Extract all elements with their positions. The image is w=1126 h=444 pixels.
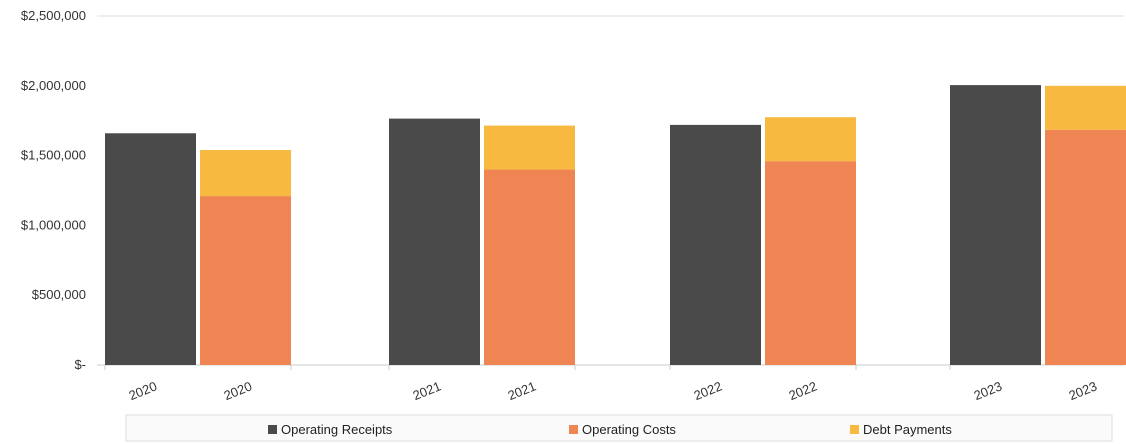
legend-swatch — [569, 425, 578, 434]
bar-operating-costs — [484, 169, 575, 365]
bar-operating-receipts — [389, 118, 480, 365]
bar-debt-payments — [200, 150, 291, 197]
legend: Operating Receipts Operating Costs Debt Pa… — [125, 414, 1113, 442]
x-tick-label: 2020 — [127, 378, 159, 403]
legend-swatch — [268, 425, 277, 434]
x-tick-label: 2020 — [222, 378, 254, 403]
x-tick-label: 2022 — [787, 378, 819, 403]
y-tick-label: $1,000,000 — [21, 217, 86, 232]
bar-operating-costs — [200, 196, 291, 365]
legend-label: Operating Receipts — [281, 422, 393, 437]
y-axis: $2,500,000 $2,000,000 $1,500,000 $1,000,000… — [21, 8, 1124, 372]
x-axis: 2020 2020 2021 2021 2022 2022 2023 2023 — [97, 364, 1124, 403]
y-tick-label: $- — [74, 357, 86, 372]
x-tick-label: 2021 — [411, 378, 443, 403]
x-tick-label: 2022 — [692, 378, 724, 403]
x-tick-label: 2021 — [506, 378, 538, 403]
x-tick-label: 2023 — [1067, 378, 1099, 403]
bar-operating-receipts — [105, 133, 196, 365]
bar-debt-payments — [1045, 85, 1126, 130]
y-tick-label: $500,000 — [32, 287, 86, 302]
legend-label: Operating Costs — [582, 422, 676, 437]
y-tick-label: $1,500,000 — [21, 148, 86, 163]
bar-operating-receipts — [670, 124, 761, 365]
legend-label: Debt Payments — [863, 422, 952, 437]
legend-swatch — [850, 425, 859, 434]
bar-operating-receipts — [950, 85, 1041, 366]
bar-debt-payments — [765, 117, 856, 162]
bar-debt-payments — [484, 125, 575, 170]
y-tick-label: $2,000,000 — [21, 78, 86, 93]
x-tick-label: 2023 — [972, 378, 1004, 403]
y-tick-label: $2,500,000 — [21, 8, 86, 23]
legend-box — [125, 414, 1113, 442]
bars — [105, 85, 1126, 366]
bar-operating-costs — [1045, 129, 1126, 365]
bar-operating-costs — [765, 161, 856, 365]
